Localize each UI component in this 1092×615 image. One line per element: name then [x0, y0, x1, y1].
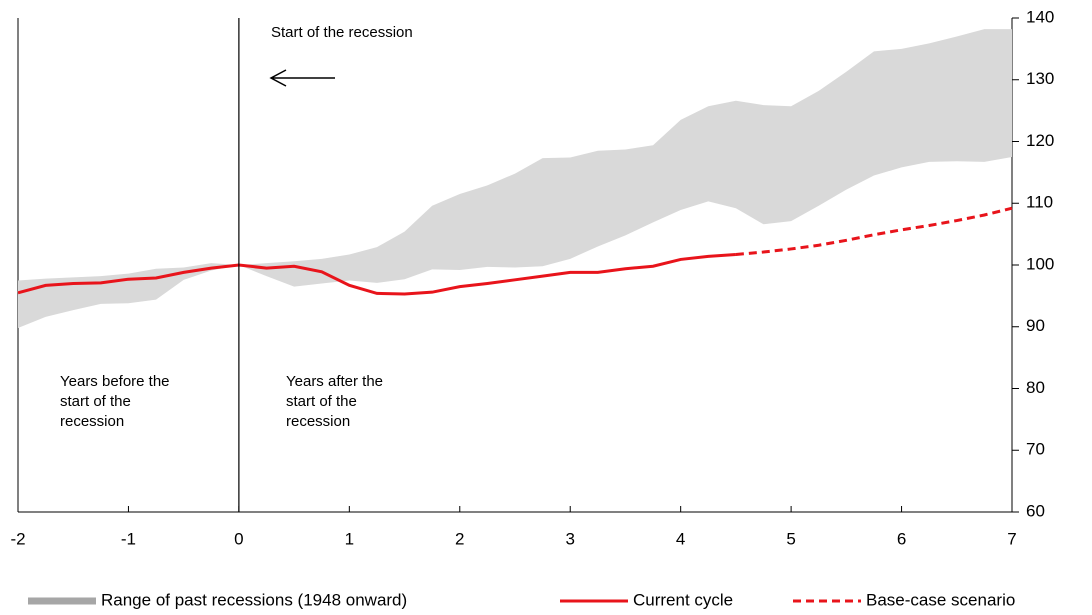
y-tick-label: 60: [1026, 501, 1045, 520]
y-tick-label: 110: [1026, 193, 1053, 212]
x-tick-label: 7: [1007, 529, 1016, 548]
y-tick-label: 120: [1026, 131, 1054, 150]
annotation: recession: [60, 413, 124, 430]
x-tick-label: 5: [786, 529, 795, 548]
y-tick-label: 140: [1026, 7, 1054, 26]
x-tick-label: -1: [121, 529, 136, 548]
annotation: start of the: [286, 393, 357, 410]
x-tick-label: 6: [897, 529, 906, 548]
x-tick-label: 1: [345, 529, 354, 548]
y-tick-label: 70: [1026, 440, 1045, 459]
legend-label: Base-case scenario: [866, 590, 1015, 609]
y-tick-label: 100: [1026, 254, 1054, 273]
annotation: Years before the: [60, 373, 170, 390]
legend-label: Current cycle: [633, 590, 733, 609]
annotation: recession: [286, 413, 350, 430]
x-tick-label: -2: [10, 529, 25, 548]
legend-label: Range of past recessions (1948 onward): [101, 590, 407, 609]
y-tick-label: 130: [1026, 69, 1054, 88]
x-tick-label: 4: [676, 529, 685, 548]
y-tick-label: 80: [1026, 378, 1045, 397]
x-tick-label: 0: [234, 529, 243, 548]
annotation: Years after the: [286, 373, 383, 390]
range-band: [18, 29, 1012, 328]
x-tick-label: 2: [455, 529, 464, 548]
arrow: [269, 69, 335, 87]
y-tick-label: 90: [1026, 316, 1045, 335]
scenario-line: [735, 206, 1013, 256]
annotation: Start of the recession: [271, 24, 413, 41]
x-tick-label: 3: [565, 529, 574, 548]
current-line: [17, 253, 736, 296]
annotation: start of the: [60, 393, 131, 410]
